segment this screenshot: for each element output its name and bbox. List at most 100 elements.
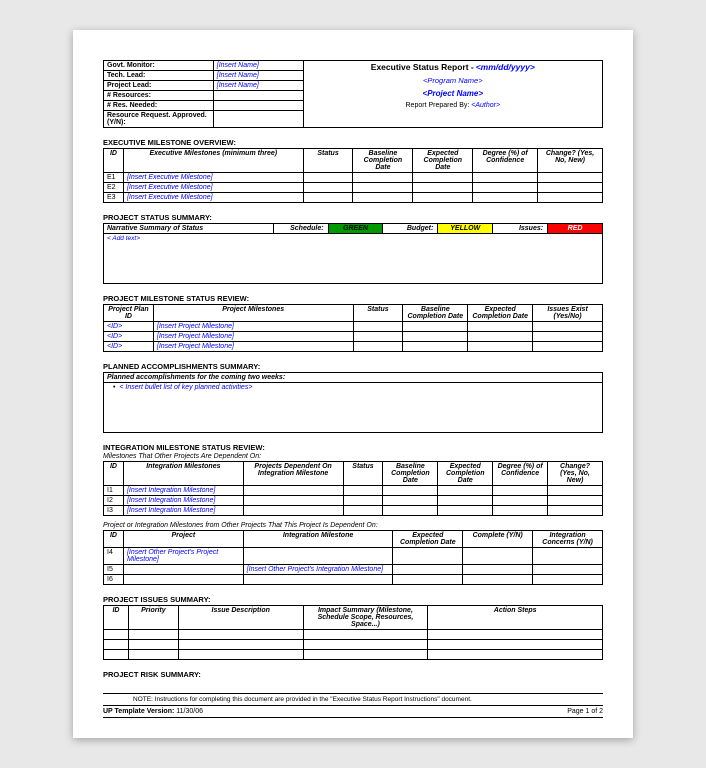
table-row: <ID>[Insert Project Milestone] [104, 342, 603, 352]
footer-version: UP Template Version: 11/30/06 [103, 708, 203, 715]
integration-sub1: Milestones That Other Projects Are Depen… [103, 453, 603, 460]
it2-mil: [Insert Other Project's Integration Mile… [243, 565, 393, 575]
it1-col-6: Degree (%) of Confidence [493, 462, 548, 486]
it2-col-1: Project [123, 531, 243, 548]
report-title-label: Executive Status Report - [371, 62, 474, 72]
is-col-1: Priority [128, 606, 178, 630]
mr-col-1: Project Milestones [153, 305, 353, 322]
em-id: E2 [104, 183, 124, 193]
table-row: I6 [104, 575, 603, 585]
hdr-label-4: # Res. Needed: [104, 101, 214, 111]
hdr-val-4 [213, 101, 303, 111]
hdr-label-1: Tech. Lead: [104, 71, 214, 81]
exec-milestone-table: ID Executive Milestones (minimum three) … [103, 148, 603, 203]
it2-proj: [Insert Other Project's Project Mileston… [123, 548, 243, 565]
table-row: I1[Insert Integration Milestone] [104, 486, 603, 496]
integration-sub2: Project or Integration Milestones from O… [103, 522, 603, 529]
it2-proj [123, 575, 243, 585]
footer-page: Page 1 of 2 [567, 708, 603, 715]
em-val: [Insert Executive Milestone] [123, 193, 303, 203]
footer-version-label: UP Template Version: [103, 708, 174, 715]
schedule-val: GREEN [328, 224, 383, 234]
integration-table-2: ID Project Integration Milestone Expecte… [103, 530, 603, 585]
em-col-2: Status [303, 149, 353, 173]
budget-val: YELLOW [438, 224, 493, 234]
issues-label: Issues: [493, 224, 548, 234]
mr-id: <ID> [104, 332, 154, 342]
it2-proj [123, 565, 243, 575]
table-row [104, 630, 603, 640]
mr-id: <ID> [104, 322, 154, 332]
it1-col-5: Expected Completion Date [438, 462, 493, 486]
is-col-0: ID [104, 606, 129, 630]
planned-table: Planned accomplishments for the coming t… [103, 372, 603, 433]
em-id: E3 [104, 193, 124, 203]
prepared-by: Report Prepared By: <Author> [307, 102, 599, 109]
hdr-val-1: [Insert Name] [213, 71, 303, 81]
it1-id: I3 [104, 506, 124, 516]
prepared-author: <Author> [471, 102, 500, 109]
it2-col-3: Expected Completion Date [393, 531, 463, 548]
it2-mil [243, 575, 393, 585]
mr-col-3: Baseline Completion Date [403, 305, 468, 322]
it2-id: I6 [104, 575, 124, 585]
hdr-label-2: Project Lead: [104, 81, 214, 91]
em-val: [Insert Executive Milestone] [123, 173, 303, 183]
em-col-1: Executive Milestones (minimum three) [123, 149, 303, 173]
it1-col-0: ID [104, 462, 124, 486]
em-col-0: ID [104, 149, 124, 173]
issues-title: PROJECT ISSUES SUMMARY: [103, 595, 603, 604]
mr-col-0: Project Plan ID [104, 305, 154, 322]
integration-table-1: ID Integration Milestones Projects Depen… [103, 461, 603, 516]
status-addtext: < Add text> [104, 234, 603, 284]
mr-col-5: Issues Exist (Yes/No) [533, 305, 603, 322]
document-page: Govt. Monitor: [Insert Name] Executive S… [73, 30, 633, 738]
footer-note: NOTE: Instructions for completing this d… [103, 693, 603, 703]
it2-col-5: Integration Concerns (Y/N) [533, 531, 603, 548]
mr-id: <ID> [104, 342, 154, 352]
em-col-3: Baseline Completion Date [353, 149, 413, 173]
it1-val: [Insert Integration Milestone] [123, 496, 243, 506]
it1-col-7: Change? (Yes, No, New) [548, 462, 603, 486]
is-col-2: Issue Description [178, 606, 303, 630]
em-val: [Insert Executive Milestone] [123, 183, 303, 193]
planned-title: PLANNED ACCOMPLISHMENTS SUMMARY: [103, 362, 603, 371]
em-id: E1 [104, 173, 124, 183]
exec-milestone-title: EXECUTIVE MILESTONE OVERVIEW: [103, 138, 603, 147]
it1-col-1: Integration Milestones [123, 462, 243, 486]
it1-id: I1 [104, 486, 124, 496]
table-row [104, 640, 603, 650]
it2-col-0: ID [104, 531, 124, 548]
it1-id: I2 [104, 496, 124, 506]
table-row: <ID>[Insert Project Milestone] [104, 322, 603, 332]
it1-val: [Insert Integration Milestone] [123, 486, 243, 496]
table-row: I3[Insert Integration Milestone] [104, 506, 603, 516]
hdr-label-0: Govt. Monitor: [104, 61, 214, 71]
table-row: <ID>[Insert Project Milestone] [104, 332, 603, 342]
risk-title: PROJECT RISK SUMMARY: [103, 670, 603, 679]
table-row: E1[Insert Executive Milestone] [104, 173, 603, 183]
mr-col-2: Status [353, 305, 403, 322]
hdr-val-3 [213, 91, 303, 101]
prepared-label: Report Prepared By: [406, 102, 470, 109]
em-col-5: Degree (%) of Confidence [473, 149, 538, 173]
issues-table: ID Priority Issue Description Impact Sum… [103, 605, 603, 660]
it2-col-2: Integration Milestone [243, 531, 393, 548]
footer-note-text: NOTE: Instructions for completing this d… [103, 696, 472, 703]
planned-body: • < Insert bullet list of key planned ac… [104, 383, 603, 433]
table-row [104, 650, 603, 660]
milestone-review-table: Project Plan ID Project Milestones Statu… [103, 304, 603, 352]
it1-col-3: Status [343, 462, 383, 486]
it1-col-2: Projects Dependent On Integration Milest… [243, 462, 343, 486]
mr-val: [Insert Project Milestone] [153, 342, 353, 352]
it2-id: I5 [104, 565, 124, 575]
it2-id: I4 [104, 548, 124, 565]
table-row: E3[Insert Executive Milestone] [104, 193, 603, 203]
table-row: E2[Insert Executive Milestone] [104, 183, 603, 193]
it2-col-4: Complete (Y/N) [463, 531, 533, 548]
table-row: I5 [Insert Other Project's Integration Mi… [104, 565, 603, 575]
mr-col-4: Expected Completion Date [468, 305, 533, 322]
table-row: I2[Insert Integration Milestone] [104, 496, 603, 506]
is-col-4: Action Steps [428, 606, 603, 630]
title-cell: Executive Status Report - <mm/dd/yyyy> <… [303, 61, 602, 128]
